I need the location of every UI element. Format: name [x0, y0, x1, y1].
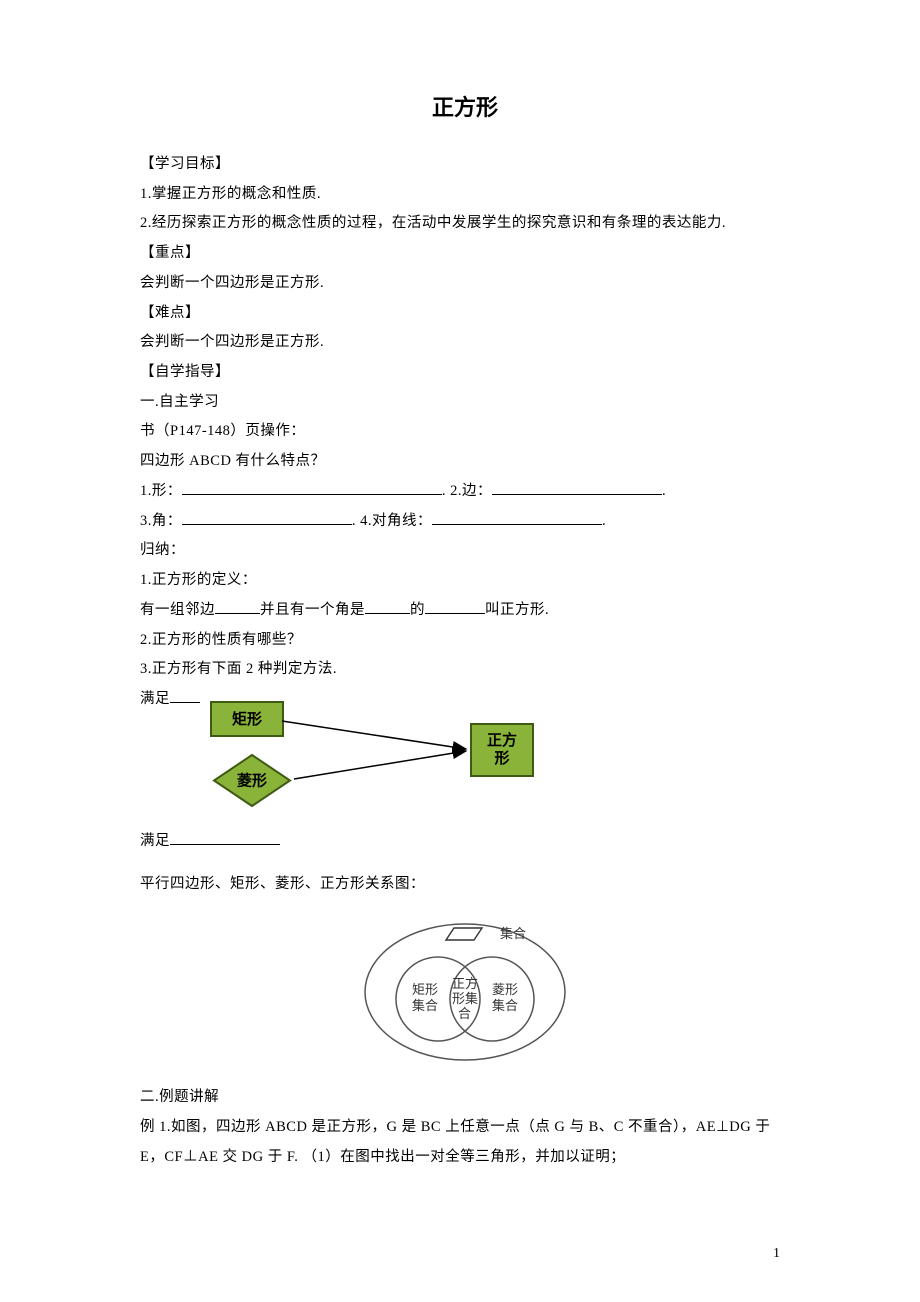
svg-text:菱形: 菱形	[492, 982, 518, 997]
section-header-objectives: 【学习目标】	[140, 150, 790, 180]
guina-header: 归纳：	[140, 536, 790, 566]
svg-text:合: 合	[458, 1006, 471, 1021]
blank-side[interactable]	[492, 480, 662, 495]
question-header: 四边形 ABCD 有什么特点？	[140, 447, 790, 477]
q3-prefix: 3.角：	[140, 513, 182, 529]
svg-text:集合: 集合	[492, 998, 518, 1013]
page-number: 1	[773, 1246, 780, 1262]
part2-header: 二.例题讲解	[140, 1083, 790, 1113]
def-c: 的	[410, 602, 425, 618]
definition-header: 1.正方形的定义：	[140, 566, 790, 596]
fill-line-2: 3.角：. 4.对角线：.	[140, 507, 790, 537]
def-d: 叫正方形.	[485, 602, 549, 618]
def-a: 有一组邻边	[140, 602, 215, 618]
page: 正方形 【学习目标】 1.掌握正方形的概念和性质. 2.经历探索正方形的概念性质…	[0, 0, 920, 1302]
satisfy-line-2: 满足	[140, 827, 790, 857]
section-header-keypoint: 【重点】	[140, 239, 790, 269]
svg-text:形集: 形集	[452, 991, 478, 1006]
arrows	[280, 711, 480, 801]
keypoint-text: 会判断一个四边形是正方形.	[140, 269, 790, 299]
rectangle-box: 矩形	[210, 701, 284, 737]
q1-prefix: 1.形：	[140, 483, 182, 499]
example1-line-b: E，CF⊥AE 交 DG 于 F. （1）在图中找出一对全等三角形，并加以证明；	[140, 1143, 790, 1173]
svg-text:正方: 正方	[452, 976, 478, 991]
definition-line: 有一组邻边 并且有一个角是 的 叫正方形.	[140, 596, 790, 626]
section-header-selfstudy: 【自学指导】	[140, 358, 790, 388]
page-title: 正方形	[140, 90, 790, 122]
objective-1: 1.掌握正方形的概念和性质.	[140, 180, 790, 210]
difficulty-text: 会判断一个四边形是正方形.	[140, 328, 790, 358]
venn-diagram: 集合 矩形 集合 正方 形集 合 菱形 集合	[140, 904, 790, 1069]
venn-outer-label: 集合	[500, 926, 526, 941]
venn-header: 平行四边形、矩形、菱形、正方形关系图：	[140, 870, 790, 900]
rhombus-label: 菱形	[237, 770, 267, 791]
satisfy-2: 满足	[140, 833, 170, 849]
q2-prefix: . 2.边：	[442, 483, 492, 499]
property-question: 2.正方形的性质有哪些？	[140, 626, 790, 656]
flow-diagram: 矩形 菱形 正方 形	[140, 701, 570, 831]
blank-satisfy-2[interactable]	[170, 830, 280, 845]
blank-shape[interactable]	[182, 480, 442, 495]
def-b: 并且有一个角是	[260, 602, 365, 618]
svg-text:矩形: 矩形	[412, 982, 438, 997]
blank-angle[interactable]	[182, 510, 352, 525]
blank-def-3[interactable]	[425, 599, 485, 614]
example1-line-a: 例 1.如图，四边形 ABCD 是正方形，G 是 BC 上任意一点（点 G 与 …	[140, 1113, 790, 1143]
judge-header: 3.正方形有下面 2 种判定方法.	[140, 655, 790, 685]
svg-text:集合: 集合	[412, 998, 438, 1013]
q4-prefix: . 4.对角线：	[352, 513, 432, 529]
spacer	[140, 856, 790, 870]
fill-line-1: 1.形：. 2.边：.	[140, 477, 790, 507]
book-ref: 书（P147-148）页操作：	[140, 417, 790, 447]
blank-def-1[interactable]	[215, 599, 260, 614]
objective-2: 2.经历探索正方形的概念性质的过程，在活动中发展学生的探究意识和有条理的表达能力…	[140, 209, 790, 239]
blank-def-2[interactable]	[365, 599, 410, 614]
blank-diagonal[interactable]	[432, 510, 602, 525]
part1-header: 一.自主学习	[140, 388, 790, 418]
section-header-difficulty: 【难点】	[140, 299, 790, 329]
